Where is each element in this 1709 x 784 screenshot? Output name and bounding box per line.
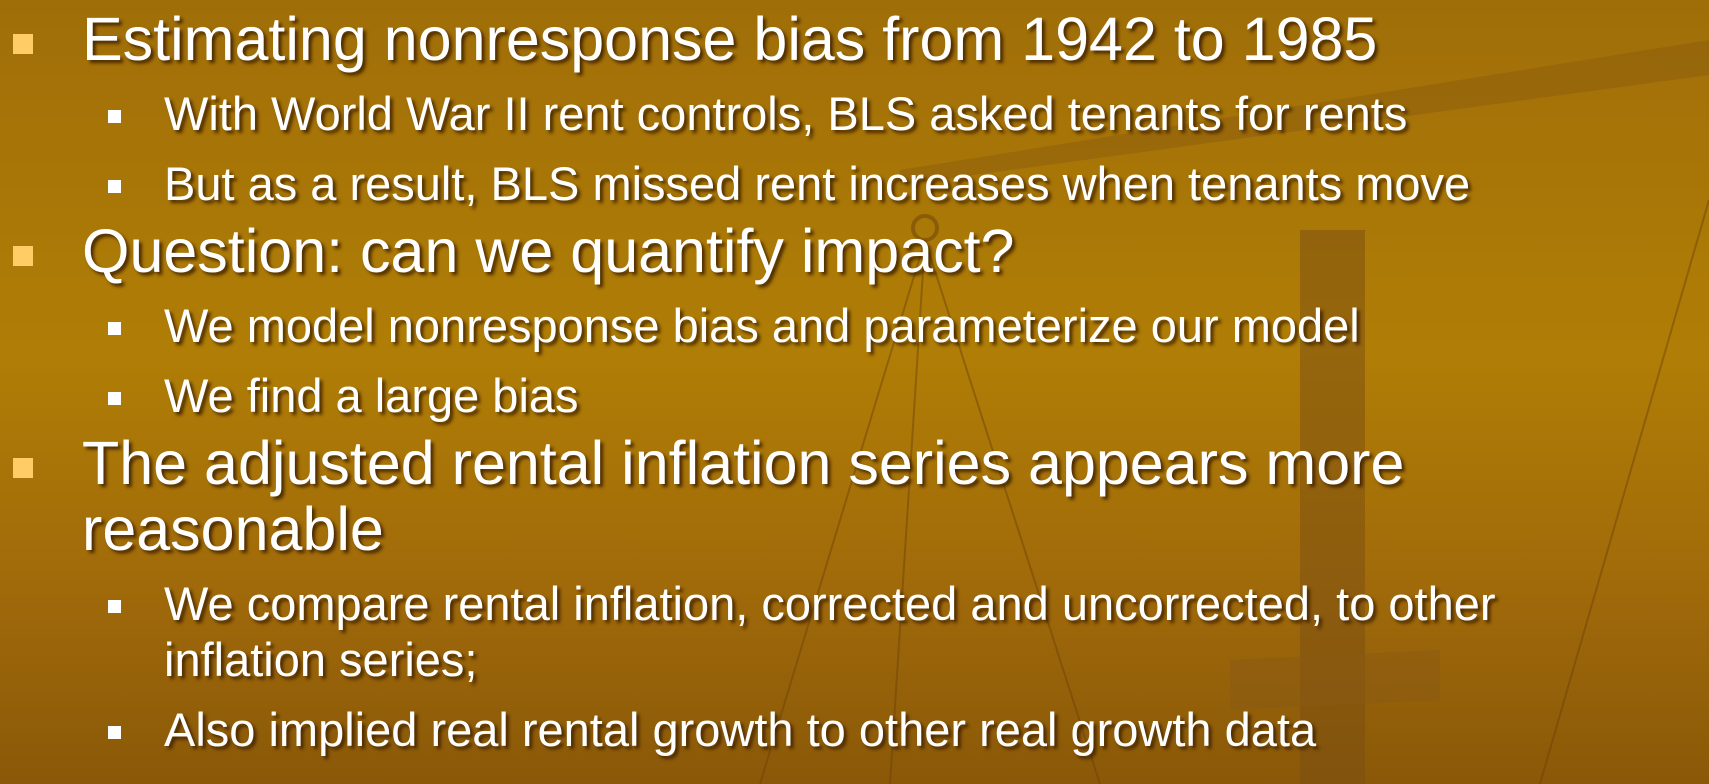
bullet-text: Question: can we quantify impact? bbox=[82, 217, 1014, 285]
bullet-item: Question: can we quantify impact? We mode… bbox=[0, 218, 1682, 424]
bullet-list: Estimating nonresponse bias from 1942 to… bbox=[0, 0, 1709, 758]
sub-list: We model nonresponse bias and parameteri… bbox=[81, 298, 1682, 424]
sub-bullet-marker bbox=[108, 110, 121, 123]
bullet-text: Estimating nonresponse bias from 1942 to… bbox=[82, 5, 1377, 73]
sub-bullet-text: We model nonresponse bias and parameteri… bbox=[164, 299, 1360, 352]
sub-bullet-text: With World War II rent controls, BLS ask… bbox=[164, 87, 1407, 140]
sub-bullet-text: We find a large bias bbox=[164, 369, 579, 422]
sub-list: We compare rental inflation, corrected a… bbox=[81, 576, 1682, 758]
bullet-item: Estimating nonresponse bias from 1942 to… bbox=[0, 6, 1682, 212]
sub-bullet-item: Also implied real rental growth to other… bbox=[81, 702, 1624, 758]
bullet-item: The adjusted rental inflation series app… bbox=[0, 430, 1682, 758]
sub-bullet-marker bbox=[108, 180, 121, 193]
bullet-marker bbox=[13, 246, 33, 266]
sub-bullet-item: We model nonresponse bias and parameteri… bbox=[81, 298, 1624, 354]
sub-bullet-marker bbox=[108, 726, 121, 739]
bullet-text: The adjusted rental inflation series app… bbox=[82, 429, 1404, 563]
sub-bullet-item: With World War II rent controls, BLS ask… bbox=[81, 86, 1624, 142]
sub-bullet-marker bbox=[108, 392, 121, 405]
sub-bullet-item: We find a large bias bbox=[81, 368, 1624, 424]
sub-bullet-item: But as a result, BLS missed rent increas… bbox=[81, 156, 1624, 212]
sub-bullet-text: We compare rental inflation, corrected a… bbox=[164, 577, 1496, 686]
sub-bullet-text: Also implied real rental growth to other… bbox=[164, 703, 1316, 756]
sub-bullet-text: But as a result, BLS missed rent increas… bbox=[164, 157, 1470, 210]
bullet-marker bbox=[13, 458, 33, 478]
sub-bullet-marker bbox=[108, 600, 121, 613]
sub-list: With World War II rent controls, BLS ask… bbox=[81, 86, 1682, 212]
slide: Estimating nonresponse bias from 1942 to… bbox=[0, 0, 1709, 784]
sub-bullet-item: We compare rental inflation, corrected a… bbox=[81, 576, 1624, 688]
bullet-marker bbox=[13, 34, 33, 54]
sub-bullet-marker bbox=[108, 322, 121, 335]
